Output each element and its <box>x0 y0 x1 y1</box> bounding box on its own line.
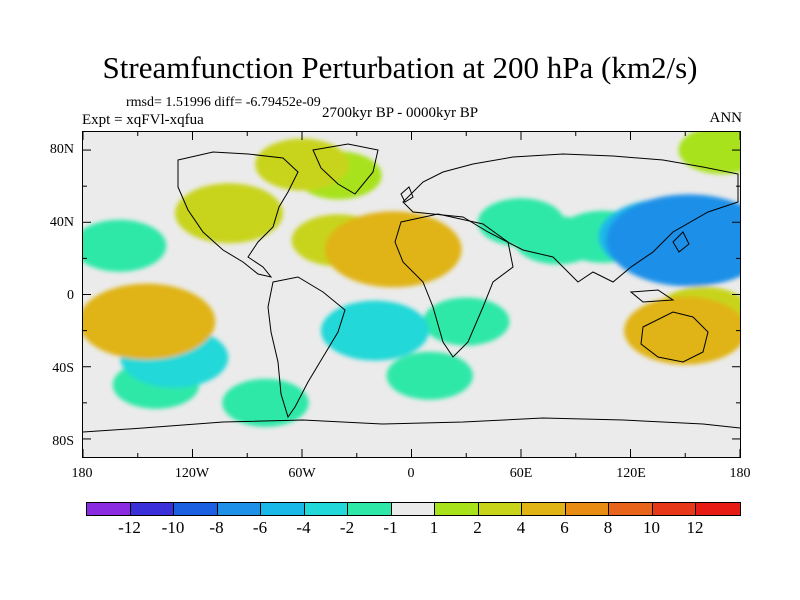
colorbar-label: 4 <box>516 518 526 537</box>
season-label: ANN <box>709 110 743 126</box>
colorbar-box <box>696 503 740 515</box>
lon-label-60w: 60W <box>288 466 316 481</box>
colorbar-label: 10 <box>643 518 660 537</box>
colorbar-label: -4 <box>296 518 311 537</box>
lat-label-80s: 80S <box>52 434 74 449</box>
positive-contour-region <box>83 283 216 360</box>
colorbar-label: 6 <box>560 518 569 537</box>
colorbar-box <box>391 503 435 515</box>
colorbar-box <box>261 503 305 515</box>
contour-fills <box>83 132 740 427</box>
lon-label-180w: 180 <box>71 466 93 481</box>
colorbar-box <box>87 503 131 515</box>
colorbar-box <box>435 503 479 515</box>
plot-title: Streamfunction Perturbation at 200 hPa (… <box>102 50 698 85</box>
positive-contour-region <box>624 296 740 365</box>
colorbar-box <box>348 503 392 515</box>
colorbar-label: 12 <box>686 518 704 537</box>
negative-contour-region <box>386 351 473 400</box>
colorbar-label: -8 <box>209 518 224 537</box>
positive-contour-region <box>255 138 349 191</box>
colorbar-label: -1 <box>383 518 398 537</box>
colorbar-label: 2 <box>473 518 482 537</box>
period-label: 2700kyr BP - 0000kyr BP <box>322 105 479 121</box>
map-canvas <box>83 132 740 457</box>
colorbar-box <box>652 503 696 515</box>
negative-contour-region <box>321 300 429 361</box>
positive-contour-region <box>678 132 740 175</box>
lon-label-120w: 120W <box>174 466 210 481</box>
stats-label: rmsd= 1.51996 diff= -6.79452e-09 <box>126 95 321 110</box>
colorbar-box <box>217 503 261 515</box>
negative-contour-region <box>222 378 309 427</box>
experiment-label: Expt = xqFVl-xqfua <box>82 112 204 128</box>
lat-label-0: 0 <box>67 288 74 303</box>
colorbar-box <box>522 503 566 515</box>
colorbar-box <box>130 503 174 515</box>
colorbar-label: -2 <box>339 518 355 537</box>
colorbar <box>86 502 741 516</box>
colorbar-label: -12 <box>118 518 141 537</box>
colorbar-box <box>565 503 609 515</box>
colorbar-box <box>478 503 522 515</box>
colorbar-label: -6 <box>252 518 268 537</box>
coastlines <box>83 143 740 433</box>
negative-contour-region <box>606 194 740 287</box>
axis-ticks <box>83 132 740 457</box>
colorbar-box <box>174 503 218 515</box>
lon-label-120e: 120E <box>616 466 646 481</box>
colorbar-box <box>609 503 653 515</box>
colorbar-label: 1 <box>429 518 439 537</box>
lon-label-60e: 60E <box>509 466 533 481</box>
lat-label-80n: 80N <box>49 142 74 157</box>
negative-contour-region <box>477 198 565 247</box>
lat-label-40s: 40S <box>52 361 74 376</box>
lon-label-0: 0 <box>407 466 415 481</box>
colorbar-label: -10 <box>161 518 185 537</box>
positive-contour-region <box>175 183 283 244</box>
colorbar-label: 8 <box>603 518 613 537</box>
positive-contour-region <box>324 211 462 288</box>
map-panel <box>82 131 741 458</box>
negative-contour-region <box>83 219 167 272</box>
negative-contour-region <box>423 297 510 346</box>
colorbar-box <box>304 503 348 515</box>
lat-label-40n: 40N <box>49 215 74 230</box>
lon-label-180e: 180 <box>729 466 751 481</box>
